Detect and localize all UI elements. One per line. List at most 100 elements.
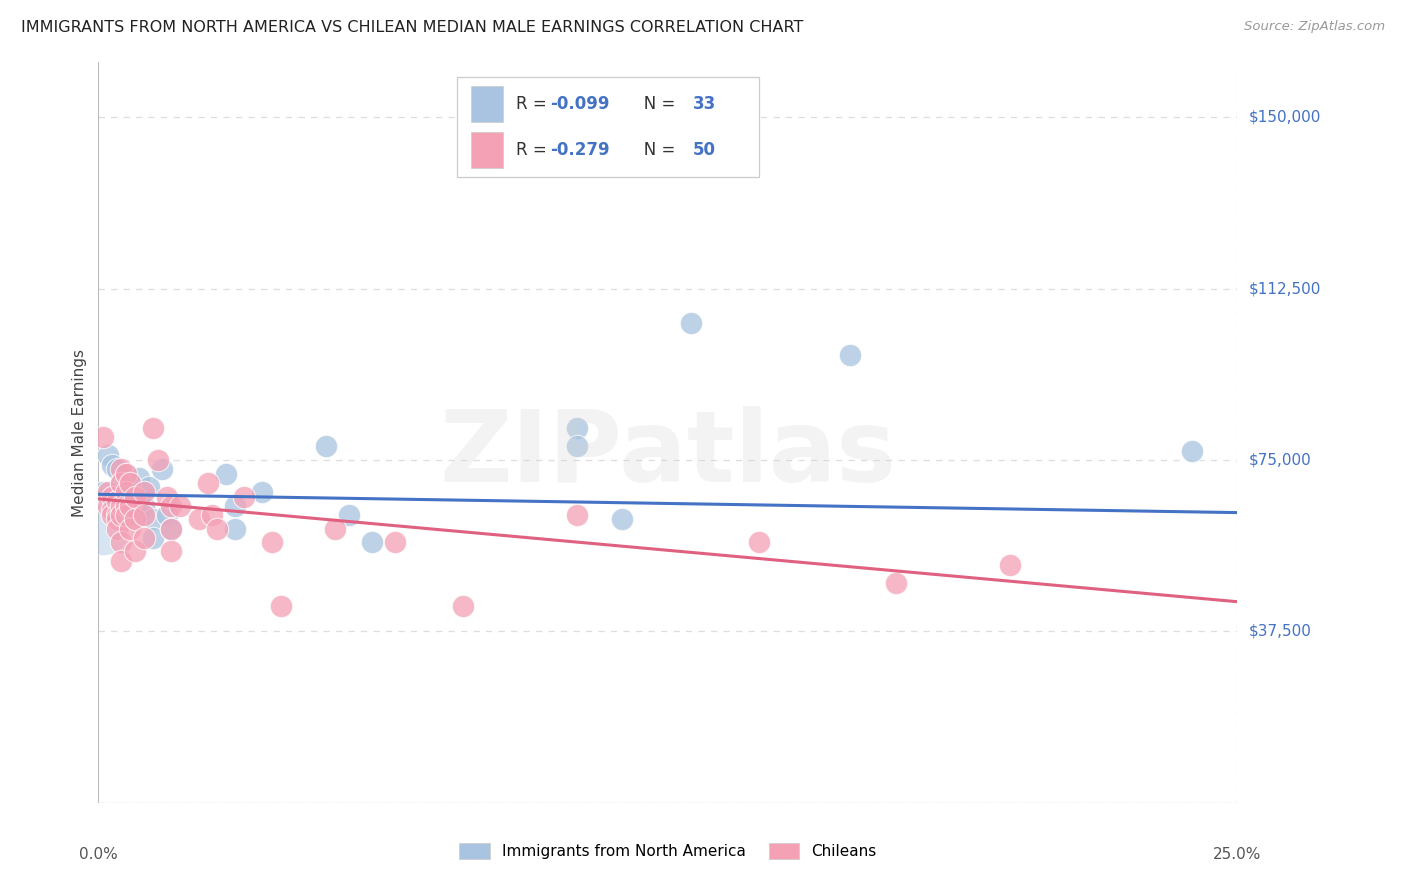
Point — [110, 535, 132, 549]
Point — [142, 512, 165, 526]
Text: 0.0%: 0.0% — [79, 847, 118, 863]
Point — [132, 508, 155, 522]
Point — [120, 499, 142, 513]
Point — [679, 316, 702, 330]
Point — [160, 499, 183, 513]
Text: -0.099: -0.099 — [551, 95, 610, 113]
Point — [160, 522, 183, 536]
Text: $150,000: $150,000 — [1249, 110, 1320, 125]
Point — [105, 508, 128, 522]
Point — [114, 499, 136, 513]
Point — [451, 599, 474, 614]
Point — [252, 485, 274, 500]
Point — [128, 508, 150, 522]
Point — [233, 490, 256, 504]
Point — [128, 471, 150, 485]
Text: ZIPatlas: ZIPatlas — [440, 407, 896, 503]
Text: N =: N = — [628, 95, 681, 113]
Point — [91, 485, 114, 500]
Point — [132, 499, 155, 513]
Text: 25.0%: 25.0% — [1213, 847, 1261, 863]
Text: R =: R = — [516, 141, 553, 159]
Point — [132, 485, 155, 500]
Point — [337, 508, 360, 522]
Point — [114, 467, 136, 481]
Point — [360, 535, 382, 549]
Text: N =: N = — [628, 141, 681, 159]
Point — [114, 485, 136, 500]
Point — [150, 462, 173, 476]
Text: $75,000: $75,000 — [1249, 452, 1312, 467]
Point — [201, 508, 224, 522]
Point — [160, 544, 183, 558]
Point — [156, 490, 179, 504]
Text: R =: R = — [516, 95, 553, 113]
Point — [132, 485, 155, 500]
Point — [105, 462, 128, 476]
Point — [105, 494, 128, 508]
Point — [101, 503, 124, 517]
Point — [91, 430, 114, 444]
Point — [110, 553, 132, 567]
Point — [160, 522, 183, 536]
Point — [124, 490, 146, 504]
Point — [205, 522, 228, 536]
Point — [612, 512, 634, 526]
Point — [270, 599, 292, 614]
Point — [748, 535, 770, 549]
Point — [105, 522, 128, 536]
Point — [215, 467, 238, 481]
Point — [156, 508, 179, 522]
Point — [96, 449, 118, 463]
Point — [110, 475, 132, 490]
Point — [224, 499, 246, 513]
Point — [1181, 443, 1204, 458]
Point — [114, 467, 136, 481]
Text: $112,500: $112,500 — [1249, 281, 1320, 296]
Point — [142, 421, 165, 435]
Point — [260, 535, 283, 549]
Point — [110, 462, 132, 476]
Point — [565, 421, 588, 435]
Point — [839, 348, 862, 362]
Point — [124, 512, 146, 526]
Point — [120, 475, 142, 490]
Point — [110, 499, 132, 513]
Point — [169, 499, 191, 513]
Point — [120, 475, 142, 490]
Point — [105, 512, 128, 526]
Point — [146, 453, 169, 467]
Text: 33: 33 — [693, 95, 716, 113]
Point — [187, 512, 209, 526]
Text: IMMIGRANTS FROM NORTH AMERICA VS CHILEAN MEDIAN MALE EARNINGS CORRELATION CHART: IMMIGRANTS FROM NORTH AMERICA VS CHILEAN… — [21, 20, 803, 35]
Point — [323, 522, 346, 536]
Point — [124, 490, 146, 504]
Point — [101, 508, 124, 522]
Point — [91, 522, 114, 536]
Legend: Immigrants from North America, Chileans: Immigrants from North America, Chileans — [453, 838, 883, 865]
Text: $37,500: $37,500 — [1249, 624, 1312, 639]
Y-axis label: Median Male Earnings: Median Male Earnings — [72, 349, 87, 516]
Point — [138, 480, 160, 494]
Point — [101, 458, 124, 472]
FancyBboxPatch shape — [457, 78, 759, 178]
Point — [114, 485, 136, 500]
Bar — [471, 87, 503, 122]
Point — [384, 535, 406, 549]
Point — [96, 499, 118, 513]
Point — [565, 508, 588, 522]
Bar — [471, 132, 503, 168]
Text: 50: 50 — [693, 141, 716, 159]
Point — [110, 508, 132, 522]
Point — [124, 544, 146, 558]
Point — [197, 475, 219, 490]
Point — [110, 499, 132, 513]
Text: -0.279: -0.279 — [551, 141, 610, 159]
Point — [96, 485, 118, 500]
Point — [120, 522, 142, 536]
Point — [132, 531, 155, 545]
Text: Source: ZipAtlas.com: Source: ZipAtlas.com — [1244, 20, 1385, 33]
Point — [114, 508, 136, 522]
Point — [224, 522, 246, 536]
Point — [142, 531, 165, 545]
